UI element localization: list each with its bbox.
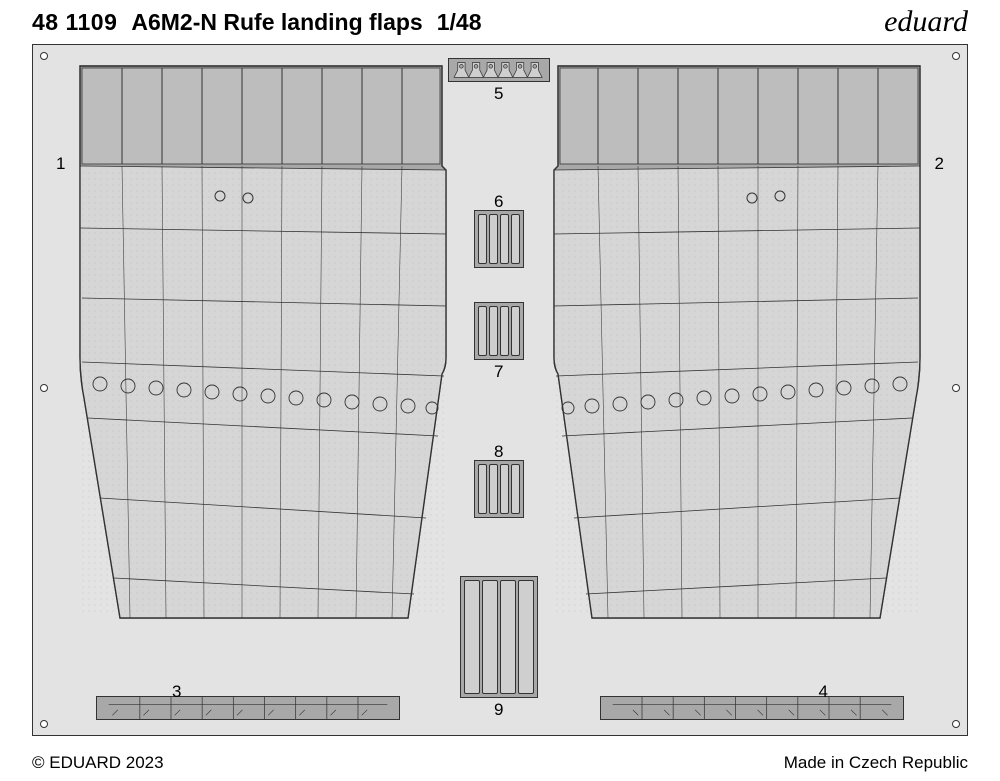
sprue-hole xyxy=(40,384,48,392)
sprue-hole xyxy=(40,720,48,728)
header: 48 1109 A6M2-N Rufe landing flaps 1/48 e… xyxy=(32,8,968,36)
sprue-hole xyxy=(952,384,960,392)
part-5-hinges xyxy=(448,58,550,82)
part-8 xyxy=(474,460,524,518)
label-5: 5 xyxy=(494,84,503,104)
label-7: 7 xyxy=(494,362,503,382)
product-title: A6M2-N Rufe landing flaps xyxy=(131,9,422,36)
sprue-hole xyxy=(952,52,960,60)
brand-logo: eduard xyxy=(884,5,968,39)
part-6 xyxy=(474,210,524,268)
label-4: 4 xyxy=(819,682,828,702)
label-2: 2 xyxy=(935,154,944,174)
label-8: 8 xyxy=(494,442,503,462)
label-3: 3 xyxy=(172,682,181,702)
part-4-strip xyxy=(600,696,904,720)
label-6: 6 xyxy=(494,192,503,212)
copyright: © EDUARD 2023 xyxy=(32,753,164,773)
part-2-flap-right xyxy=(548,58,930,638)
part-3-strip xyxy=(96,696,400,720)
flap-svg xyxy=(548,58,930,638)
sprue-hole xyxy=(952,720,960,728)
scale: 1/48 xyxy=(437,9,482,36)
sprue-hole xyxy=(40,52,48,60)
part-9 xyxy=(460,576,538,698)
photoetch-fret: 1 2 3 4 5 6 7 8 9 xyxy=(32,44,968,736)
part-1-flap-left xyxy=(70,58,452,638)
part-7 xyxy=(474,302,524,360)
label-1: 1 xyxy=(56,154,65,174)
origin: Made in Czech Republic xyxy=(784,753,968,773)
flap-svg xyxy=(70,58,452,638)
label-9: 9 xyxy=(494,700,503,720)
sku: 48 1109 xyxy=(32,9,117,36)
